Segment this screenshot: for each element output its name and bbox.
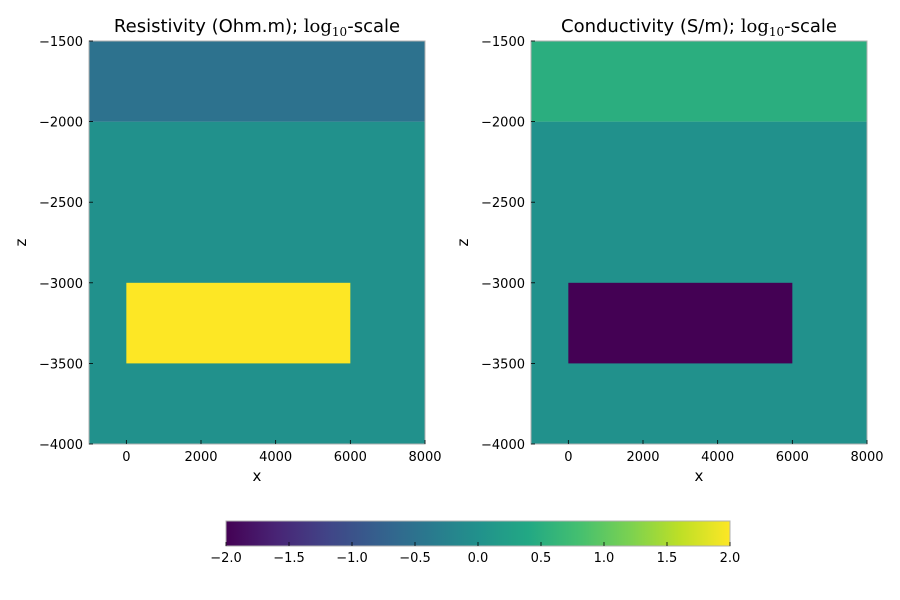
y-tick-label: −3000: [39, 277, 83, 292]
x-tick-label: 0: [564, 450, 572, 465]
x-tick-label: 2000: [626, 450, 659, 465]
colorbar-tick-label: 2.0: [720, 551, 741, 566]
colorbar-tick-label: 0.5: [531, 551, 552, 566]
x-tick-label: 8000: [408, 450, 441, 465]
colorbar-tick-label: 1.0: [594, 551, 615, 566]
y-tick-label: −1500: [39, 35, 83, 50]
y-tick-label: −1500: [481, 35, 525, 50]
y-tick-label: −4000: [39, 438, 83, 453]
y-tick-label: −2500: [39, 196, 83, 211]
y-tick-label: −4000: [481, 438, 525, 453]
colorbar-tick-label: 0.0: [468, 551, 489, 566]
y-axis-label: z: [454, 238, 472, 246]
colorbar-tick-label: −0.5: [399, 551, 431, 566]
x-tick-label: 4000: [701, 450, 734, 465]
region-overburden: [531, 41, 867, 122]
plot-frame: [530, 40, 868, 445]
colorbar-tick-label: 1.5: [657, 551, 678, 566]
y-tick-label: −3500: [39, 357, 83, 372]
y-tick-label: −2000: [39, 116, 83, 131]
x-axis-label: x: [253, 467, 262, 485]
chart-title: Conductivity (S/m); log10-scale: [561, 16, 837, 39]
colorbar-tick-label: −2.0: [210, 551, 242, 566]
colorbar-gradient: [226, 521, 730, 546]
y-axis-label: z: [12, 238, 30, 246]
colorbar-tick-label: −1.5: [273, 551, 305, 566]
colorbar: −2.0 −1.5 −1.0 −0.5 0.0 0.5 1.0 1.5 2.0: [210, 520, 741, 566]
panel-2: 0 2000 4000 6000 8000 −1500 −2000 −2500 −3000 −35…: [454, 16, 884, 485]
region-block: [568, 282, 793, 364]
colorbar-tick-label: −1.0: [336, 551, 368, 566]
x-tick-label: 4000: [259, 450, 292, 465]
x-tick-label: 2000: [184, 450, 217, 465]
x-tick-label: 8000: [850, 450, 883, 465]
x-tick-label: 6000: [776, 450, 809, 465]
x-tick-label: 0: [122, 450, 130, 465]
plot-frame: [88, 40, 426, 445]
y-tick-label: −2500: [481, 196, 525, 211]
panel-1: 0 2000 4000 6000 8000 −1500 −2000 −2500 −3000 −35…: [12, 16, 442, 485]
x-tick-label: 6000: [334, 450, 367, 465]
x-axis-label: x: [695, 467, 704, 485]
y-tick-label: −2000: [481, 116, 525, 131]
y-tick-label: −3000: [481, 277, 525, 292]
region-block: [126, 282, 351, 364]
chart-title: Resistivity (Ohm.m); log10-scale: [114, 16, 400, 39]
y-tick-label: −3500: [481, 357, 525, 372]
region-overburden: [89, 41, 425, 122]
